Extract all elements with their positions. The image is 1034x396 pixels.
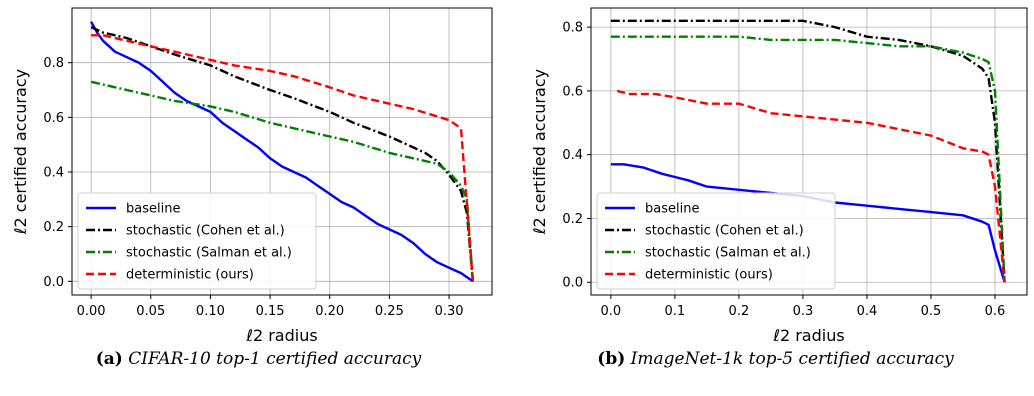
chart-panel-imagenet: 0.0 0.1 0.2 0.3 0.4 0.5 0.6 0.0 0.2 0.4 0.6 0.8 ℓ2 r…: [517, 0, 1034, 396]
legend-label: baseline: [126, 202, 180, 217]
series-line: [610, 35, 1006, 283]
legend-label: stochastic (Salman et al.): [645, 246, 811, 261]
chart-svg-cifar10: 0.00 0.05 0.10 0.15 0.20 0.25 0.30 0.0 0.2 0.4 0.6…: [11, 7, 493, 345]
x-tick-label: 0.2: [729, 304, 750, 319]
legend-label: stochastic (Salman et al.): [126, 246, 292, 261]
y-tick-label: 0.2: [43, 220, 64, 235]
x-tick-label: 0.30: [435, 304, 464, 319]
caption-label: (a): [95, 349, 123, 369]
y-tick-label: 0.6: [562, 84, 583, 99]
series-line: [90, 80, 475, 282]
y-tick-label: 0.4: [43, 166, 64, 181]
series-line: [616, 89, 1006, 283]
legend: baseline stochastic (Cohen et al.) stochas…: [77, 192, 317, 290]
x-tick-label: 0.10: [196, 304, 225, 319]
series-line: [90, 21, 474, 283]
series-line: [610, 19, 1006, 283]
x-tick-label: 0.0: [601, 304, 622, 319]
legend-label: deterministic (ours): [645, 268, 773, 283]
series-line: [91, 34, 475, 282]
x-axis-label: ℓ2 radius: [245, 326, 317, 345]
series-line: [90, 26, 475, 282]
caption-imagenet: (b) ImageNet-1k top-5 certified accuracy: [517, 349, 1034, 369]
x-tick-label: 0.00: [77, 304, 106, 319]
legend-box: [596, 192, 836, 290]
y-tick-label: 0.0: [562, 276, 583, 291]
caption-label: (b): [597, 349, 626, 369]
y-tick-label: 0.6: [43, 111, 64, 126]
x-tick-label: 0.6: [985, 304, 1006, 319]
y-tick-label: 0.0: [43, 275, 64, 290]
y-tick-label: 0.8: [43, 56, 64, 71]
legend-label: stochastic (Cohen et al.): [126, 224, 285, 239]
x-axis-label: ℓ2 radius: [772, 326, 844, 345]
legend: baseline stochastic (Cohen et al.) stochas…: [596, 192, 836, 290]
x-tick-label: 0.25: [375, 304, 404, 319]
x-tick-label: 0.1: [665, 304, 686, 319]
x-tick-label: 0.4: [857, 304, 878, 319]
legend-label: baseline: [645, 202, 699, 217]
y-tick-label: 0.8: [562, 21, 583, 36]
caption-text: CIFAR-10 top-1 certified accuracy: [128, 349, 422, 369]
caption-cifar10: (a) CIFAR-10 top-1 certified accuracy: [0, 349, 517, 369]
plot-frame: [590, 7, 1028, 296]
chart-svg-imagenet: 0.0 0.1 0.2 0.3 0.4 0.5 0.6 0.0 0.2 0.4 0.6 0.8 ℓ2 r…: [530, 7, 1028, 345]
chart-panel-cifar10: 0.00 0.05 0.10 0.15 0.20 0.25 0.30 0.0 0.2 0.4 0.6…: [0, 7, 517, 369]
caption-text: ImageNet-1k top-5 certified accuracy: [630, 349, 954, 369]
y-axis-label: ℓ2 certified accuracy: [530, 69, 549, 235]
y-axis-label: ℓ2 certified accuracy: [11, 69, 30, 235]
legend-label: deterministic (ours): [126, 268, 254, 283]
legend-box: [77, 192, 317, 290]
x-tick-label: 0.3: [793, 304, 814, 319]
y-tick-label: 0.4: [562, 148, 583, 163]
x-tick-label: 0.05: [136, 304, 165, 319]
y-tick-label: 0.2: [562, 212, 583, 227]
plot-frame: [71, 7, 493, 296]
x-tick-label: 0.15: [256, 304, 285, 319]
x-tick-label: 0.20: [315, 304, 344, 319]
legend-label: stochastic (Cohen et al.): [645, 224, 804, 239]
x-tick-label: 0.5: [921, 304, 942, 319]
